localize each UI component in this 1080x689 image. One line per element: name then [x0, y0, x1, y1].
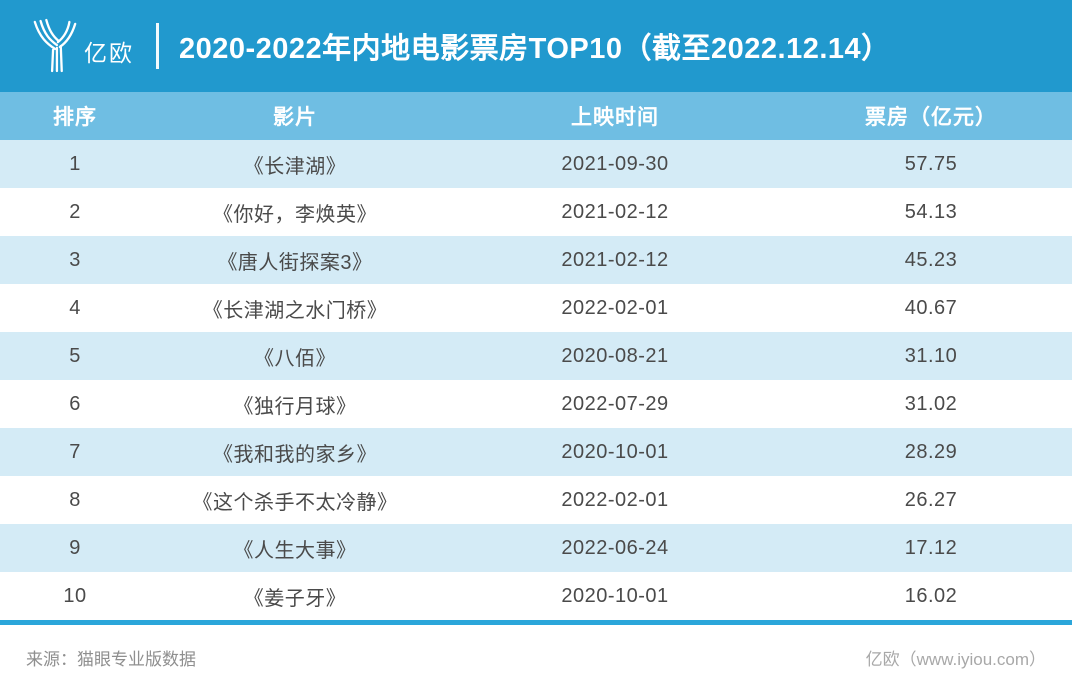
cell-movie: 《姜子牙》: [243, 587, 347, 610]
table-header: 排序 影片 上映时间 票房（亿元）: [0, 92, 1072, 140]
cell-movie: 《人生大事》: [233, 539, 357, 562]
table-row: 9 《人生大事》 2022-06-24 17.12: [0, 524, 1072, 572]
bottom-accent-line: [0, 620, 1072, 625]
cell-release-date: 2022-02-01: [561, 488, 669, 511]
cell-rank: 9: [69, 536, 81, 559]
cell-box-office: 28.29: [904, 440, 958, 463]
cell-release-date: 2022-06-24: [561, 536, 669, 559]
col-header-date: 上映时间: [571, 106, 659, 129]
cell-movie: 《你好，李焕英》: [213, 203, 377, 226]
cell-box-office: 16.02: [904, 584, 958, 607]
cell-box-office: 31.02: [904, 392, 958, 415]
table-row: 7 《我和我的家乡》 2020-10-01 28.29: [0, 428, 1072, 476]
cell-rank: 4: [69, 296, 81, 319]
cell-rank: 10: [63, 584, 87, 607]
cell-box-office: 31.10: [904, 344, 958, 367]
table-row: 6 《独行月球》 2022-07-29 31.02: [0, 380, 1072, 428]
table-header-row: 排序 影片 上映时间 票房（亿元）: [0, 92, 1072, 140]
table-row: 3 《唐人街探案3》 2021-02-12 45.23: [0, 236, 1072, 284]
cell-rank: 6: [69, 392, 81, 415]
cell-box-office: 57.75: [904, 152, 958, 175]
iyiou-branch-logo-icon: [33, 18, 77, 73]
cell-release-date: 2020-08-21: [561, 344, 669, 367]
banner: 亿欧 2020-2022年内地电影票房TOP10（截至2022.12.14）: [0, 0, 1072, 92]
banner-divider: [156, 23, 159, 69]
cell-box-office: 26.27: [904, 488, 958, 511]
cell-movie: 《我和我的家乡》: [213, 443, 377, 466]
col-header-movie: 影片: [273, 106, 317, 129]
cell-box-office: 54.13: [904, 200, 958, 223]
cell-rank: 7: [69, 440, 81, 463]
cell-release-date: 2021-02-12: [561, 248, 669, 271]
cell-rank: 5: [69, 344, 81, 367]
table-row: 2 《你好，李焕英》 2021-02-12 54.13: [0, 188, 1072, 236]
footer: 来源：猫眼专业版数据 亿欧（www.iyiou.com）: [0, 625, 1072, 689]
cell-release-date: 2022-02-01: [561, 296, 669, 319]
cell-release-date: 2021-09-30: [561, 152, 669, 175]
brand-text: 亿欧（www.iyiou.com）: [865, 649, 1046, 669]
cell-box-office: 17.12: [904, 536, 958, 559]
box-office-table: 排序 影片 上映时间 票房（亿元） 1 《长津湖》 2021-09-30 57.…: [0, 92, 1072, 620]
table-row: 5 《八佰》 2020-08-21 31.10: [0, 332, 1072, 380]
cell-movie: 《唐人街探案3》: [217, 251, 373, 274]
cell-box-office: 40.67: [904, 296, 958, 319]
table-row: 10 《姜子牙》 2020-10-01 16.02: [0, 572, 1072, 620]
cell-movie: 《独行月球》: [233, 395, 357, 418]
cell-rank: 1: [69, 152, 81, 175]
table-row: 1 《长津湖》 2021-09-30 57.75: [0, 140, 1072, 188]
cell-movie: 《长津湖》: [243, 155, 347, 178]
table-body: 1 《长津湖》 2021-09-30 57.75 2 《你好，李焕英》 2021…: [0, 140, 1072, 620]
cell-rank: 8: [69, 488, 81, 511]
cell-rank: 2: [69, 200, 81, 223]
cell-release-date: 2022-07-29: [561, 392, 669, 415]
source-text: 来源：猫眼专业版数据: [26, 649, 196, 669]
table-row: 8 《这个杀手不太冷静》 2022-02-01 26.27: [0, 476, 1072, 524]
cell-box-office: 45.23: [904, 248, 958, 271]
cell-movie: 《长津湖之水门桥》: [202, 299, 388, 322]
cell-release-date: 2021-02-12: [561, 200, 669, 223]
table-row: 4 《长津湖之水门桥》 2022-02-01 40.67: [0, 284, 1072, 332]
iyiou-logo: 亿欧: [30, 18, 134, 74]
page-title: 2020-2022年内地电影票房TOP10（截至2022.12.14）: [179, 33, 891, 65]
cell-release-date: 2020-10-01: [561, 440, 669, 463]
cell-rank: 3: [69, 248, 81, 271]
logo-text: 亿欧: [84, 40, 134, 66]
col-header-rank: 排序: [53, 106, 97, 129]
cell-movie: 《这个杀手不太冷静》: [192, 491, 398, 514]
col-header-box-office: 票房（亿元）: [865, 106, 997, 129]
cell-movie: 《八佰》: [254, 347, 336, 370]
cell-release-date: 2020-10-01: [561, 584, 669, 607]
